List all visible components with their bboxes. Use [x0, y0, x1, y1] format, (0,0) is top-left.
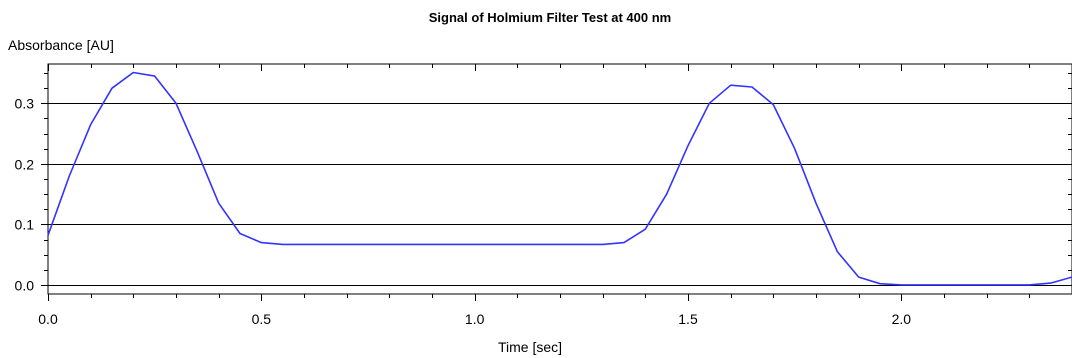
- tick-labels: 0.0 0.1 0.2 0.3 0.0 0.5 1.0 1.5 2.0: [15, 96, 912, 328]
- plot-area-frame: [47, 63, 1072, 295]
- y-tick-label: 0.3: [15, 96, 35, 112]
- chart-title: Signal of Holmium Filter Test at 400 nm: [429, 10, 671, 25]
- x-tick-label: 1.5: [678, 311, 698, 327]
- x-axis-label: Time [sec]: [498, 339, 562, 355]
- x-tick-label: 2.0: [892, 311, 912, 327]
- y-tick-label: 0.2: [15, 157, 35, 173]
- x-tick-label: 0.0: [38, 311, 58, 327]
- series-layer: [47, 71, 1072, 286]
- grid-lines: [48, 103, 1072, 286]
- axis-ticks: [41, 64, 1072, 301]
- y-tick-label: 0.0: [15, 278, 35, 294]
- x-tick-label: 1.0: [465, 311, 485, 327]
- y-tick-label: 0.1: [15, 217, 35, 233]
- y-axis-label: Absorbance [AU]: [8, 37, 114, 53]
- series-line: [47, 71, 1072, 286]
- x-tick-label: 0.5: [252, 311, 272, 327]
